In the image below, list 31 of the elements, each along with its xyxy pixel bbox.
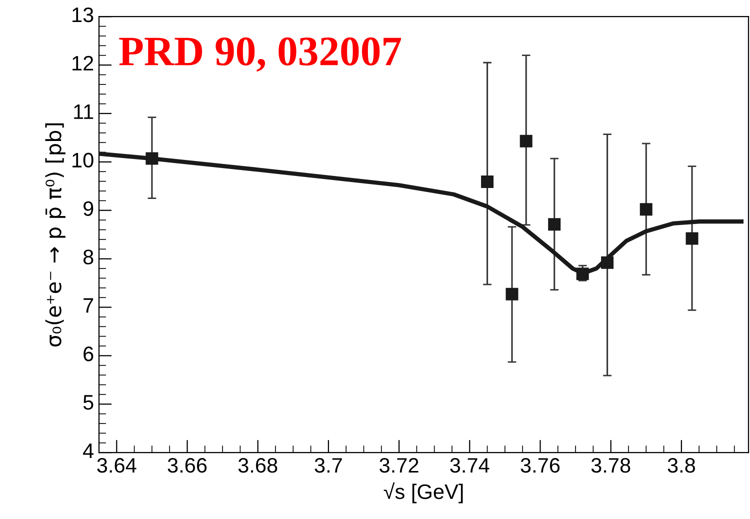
x-tick-label: 3.72: [380, 458, 418, 473]
y-tick-label: 7: [84, 298, 94, 313]
y-tick-label: 4: [83, 444, 94, 458]
x-tick-label: 3.78: [591, 458, 630, 473]
x-tick-label: 3.64: [97, 458, 136, 473]
y-tick-label: 10: [72, 152, 94, 168]
y-tick-label: 6: [84, 346, 94, 362]
y-axis-title: σ₀(e⁺e⁻ → p p̄ π⁰) [pb]: [45, 123, 66, 346]
annotation: PRD 90, 032007: [119, 37, 402, 72]
y-tick-label: 11: [74, 104, 94, 119]
x-tick-label: 3.7: [314, 458, 342, 473]
point: [548, 218, 561, 231]
point: [601, 256, 614, 269]
x-tick-label: 3.66: [168, 458, 207, 473]
point: [576, 268, 589, 280]
point: [640, 203, 652, 216]
y-tick-label: 13: [72, 7, 94, 22]
y-tick-label: 12: [72, 56, 94, 70]
point: [506, 288, 518, 300]
x-tick-label: 3.68: [238, 458, 278, 473]
y-tick-label: 9: [84, 201, 94, 216]
x-axis-title: √s [GeV]: [384, 482, 463, 504]
y-tick-label: 8: [83, 250, 94, 264]
x-tick-label: 3.74: [450, 458, 490, 473]
x-tick-label: 3.76: [520, 458, 560, 473]
point: [686, 232, 698, 245]
point: [520, 134, 532, 148]
point: [146, 152, 158, 165]
y-tick-label: 5: [83, 395, 94, 410]
point: [481, 176, 494, 188]
x-tick-label: 3.8: [668, 458, 696, 473]
